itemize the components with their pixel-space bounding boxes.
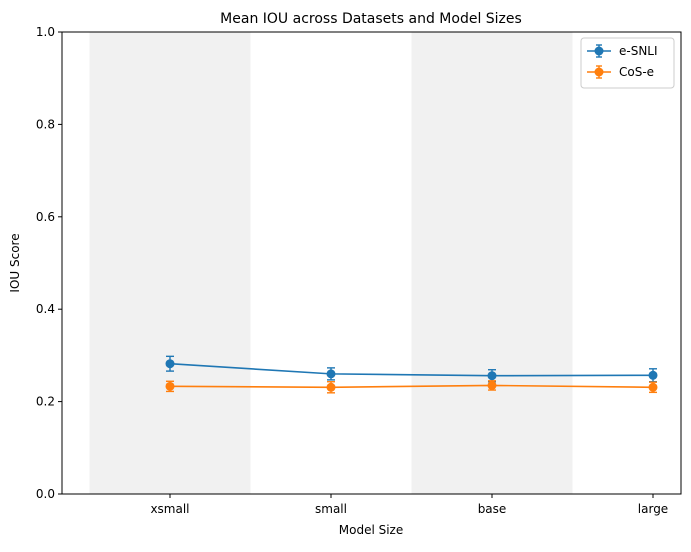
series-layer bbox=[165, 355, 658, 394]
data-point bbox=[648, 382, 658, 392]
plot-frame bbox=[61, 31, 682, 495]
legend-marker bbox=[594, 67, 604, 77]
data-point bbox=[165, 381, 175, 391]
x-tick-label-xsmall: xsmall bbox=[150, 502, 189, 516]
series-e-snli bbox=[165, 355, 658, 383]
legend: e-SNLI CoS-e bbox=[580, 37, 675, 89]
x-tick-label-base: base bbox=[478, 502, 507, 516]
shaded-bands bbox=[89, 32, 573, 494]
legend-marker bbox=[594, 46, 604, 56]
y-axis-ticks: 0.0 0.2 0.4 0.6 0.8 1.0 bbox=[36, 25, 62, 501]
legend-item-e-snli: e-SNLI bbox=[587, 44, 658, 58]
legend-item-cos-e: CoS-e bbox=[587, 65, 654, 79]
data-point bbox=[648, 370, 658, 380]
y-tick-label: 0.2 bbox=[36, 395, 55, 409]
legend-label: CoS-e bbox=[619, 65, 654, 79]
chart-title: Mean IOU across Datasets and Model Sizes bbox=[220, 11, 522, 27]
legend-items: e-SNLI CoS-e bbox=[587, 44, 658, 79]
data-point bbox=[487, 371, 497, 381]
y-tick-label: 0.6 bbox=[36, 210, 55, 224]
data-point bbox=[326, 382, 336, 392]
data-point bbox=[165, 359, 175, 369]
series-cos-e bbox=[165, 380, 658, 394]
x-axis-label: Model Size bbox=[339, 523, 403, 537]
data-point bbox=[487, 380, 497, 390]
shaded-band-base bbox=[411, 32, 573, 494]
x-tick-label-large: large bbox=[638, 502, 668, 516]
x-tick-label-small: small bbox=[315, 502, 347, 516]
series-line bbox=[169, 362, 654, 377]
y-axis-label: IOU Score bbox=[8, 233, 22, 292]
y-tick-label: 0.8 bbox=[36, 117, 55, 131]
y-tick-label: 0.0 bbox=[36, 487, 55, 501]
x-axis-ticks: xsmall small base large bbox=[150, 494, 668, 516]
legend-label: e-SNLI bbox=[619, 44, 658, 58]
series-line bbox=[169, 384, 654, 389]
data-point bbox=[326, 369, 336, 379]
shaded-band-xsmall bbox=[89, 32, 251, 494]
y-tick-label: 1.0 bbox=[36, 25, 55, 39]
y-tick-label: 0.4 bbox=[36, 302, 55, 316]
